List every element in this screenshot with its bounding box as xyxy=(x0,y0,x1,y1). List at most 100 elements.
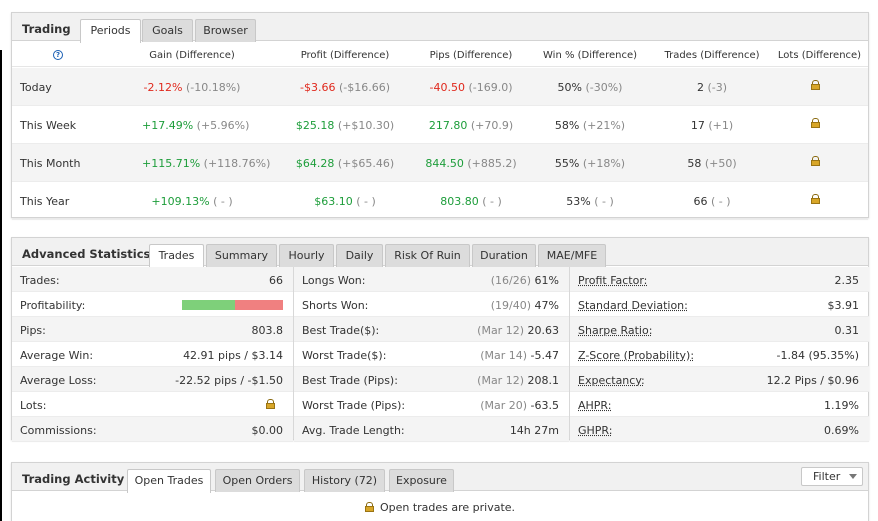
stat-row: Best Trade (Pips): (Mar 12) 208.1 xyxy=(294,367,569,392)
stat-value: $3.91 xyxy=(827,299,860,312)
win-difference: (+18%) xyxy=(582,157,626,170)
profitability-win xyxy=(182,300,235,310)
stat-row: Avg. Trade Length: 14h 27m xyxy=(294,417,569,442)
stat-row: Best Trade($): (Mar 12) 20.63 xyxy=(294,317,569,342)
profit-cell: $25.18 (+$10.30) xyxy=(295,119,395,132)
stat-detail: (Mar 14) xyxy=(480,349,528,362)
trades-cell: 17 (+1) xyxy=(657,119,767,132)
private-message: Open trades are private. xyxy=(379,501,516,514)
pips-difference: (-169.0) xyxy=(468,81,513,94)
lock-icon xyxy=(266,399,275,409)
profit-value: -$3.66 xyxy=(299,81,336,94)
period-row: This Month +115.71% (+118.76%) $64.28 (+$6… xyxy=(12,144,868,182)
stat-value-wrap: (Mar 20) -63.5 xyxy=(480,399,559,412)
tab-history[interactable]: History (72) xyxy=(304,469,385,492)
stat-row: Trades: 66 xyxy=(12,267,293,292)
tab-risk-of-ruin[interactable]: Risk Of Ruin xyxy=(385,244,470,267)
stat-label: GHPR: xyxy=(578,424,613,437)
pips-cell: 217.80 (+70.9) xyxy=(421,119,521,132)
period-label: This Week xyxy=(20,119,77,132)
gain-value: +115.71% xyxy=(142,157,201,170)
profit-cell: -$3.66 (-$16.66) xyxy=(295,81,395,94)
trades-value: 58 xyxy=(687,157,702,170)
stat-row: Worst Trade (Pips): (Mar 20) -63.5 xyxy=(294,392,569,417)
trading-activity-panel: Trading Activity Open Trades Open Orders… xyxy=(11,462,869,521)
stat-value-wrap: (Mar 12) 208.1 xyxy=(477,374,559,387)
gain-cell: +109.13% ( - ) xyxy=(142,195,242,208)
tab-exposure[interactable]: Exposure xyxy=(389,469,454,492)
tab-mae-mfe[interactable]: MAE/MFE xyxy=(538,244,606,267)
tab-hourly[interactable]: Hourly xyxy=(279,244,334,267)
win-cell: 50% (-30%) xyxy=(535,81,645,94)
pips-difference: (+70.9) xyxy=(470,119,514,132)
column-divider xyxy=(569,267,570,439)
stat-row: Standard Deviation: $3.91 xyxy=(570,292,869,317)
stat-detail: (16/26) xyxy=(490,274,532,287)
tab-daily[interactable]: Daily xyxy=(336,244,383,267)
pips-difference: ( - ) xyxy=(482,195,502,208)
stat-label: Longs Won: xyxy=(302,274,366,287)
gain-value: +17.49% xyxy=(142,119,194,132)
column-divider xyxy=(293,267,294,439)
pips-value: 217.80 xyxy=(428,119,468,132)
gain-difference: ( - ) xyxy=(213,195,233,208)
tab-goals[interactable]: Goals xyxy=(142,19,193,42)
stat-row: Longs Won: (16/26) 61% xyxy=(294,267,569,292)
gain-cell: +115.71% (+118.76%) xyxy=(142,157,270,170)
trades-value: 17 xyxy=(690,119,705,132)
gain-difference: (+118.76%) xyxy=(203,157,271,170)
lock-icon xyxy=(364,502,374,512)
tab-trades[interactable]: Trades xyxy=(149,244,204,268)
stat-label: Average Loss: xyxy=(20,374,97,387)
pips-cell: 803.80 ( - ) xyxy=(421,195,521,208)
pips-cell: -40.50 (-169.0) xyxy=(421,81,521,94)
tab-summary[interactable]: Summary xyxy=(206,244,277,267)
stat-value: 14h 27m xyxy=(509,424,559,437)
tab-periods[interactable]: Periods xyxy=(80,19,141,43)
gain-value: +109.13% xyxy=(151,195,210,208)
trading-activity-header: Trading Activity Open Trades Open Orders… xyxy=(12,463,868,493)
stat-value: -63.5 xyxy=(530,399,559,412)
trades-value: 2 xyxy=(696,81,704,94)
tab-duration[interactable]: Duration xyxy=(472,244,536,267)
stats-column-3: Profit Factor: 2.35 Standard Deviation: $3.… xyxy=(570,267,869,442)
filter-label: Filter xyxy=(813,470,841,483)
panel-title: Trading xyxy=(22,22,71,36)
tab-open-trades[interactable]: Open Trades xyxy=(127,469,211,493)
trading-panel: Trading Periods Goals Browser ? Gain (Di… xyxy=(11,12,869,220)
period-label: This Month xyxy=(20,157,81,170)
trades-difference: ( - ) xyxy=(710,195,731,208)
stats-column-1: Trades: 66 Profitability: Pips: 803.8 Average… xyxy=(12,267,293,442)
stat-row: Profitability: xyxy=(12,292,293,317)
win-difference: ( - ) xyxy=(594,195,614,208)
lock-icon xyxy=(811,118,820,128)
period-row: This Year +109.13% ( - ) $63.10 ( - ) 803.8… xyxy=(12,182,868,220)
stat-label: Worst Trade (Pips): xyxy=(302,399,406,412)
gain-cell: +17.49% (+5.96%) xyxy=(142,119,249,132)
private-notice: Open trades are private. xyxy=(12,501,868,514)
stat-row: AHPR: 1.19% xyxy=(570,392,869,417)
win-value: 58% xyxy=(554,119,580,132)
panel-title: Advanced Statistics xyxy=(22,247,151,261)
stat-value: 42.91 pips / $3.14 xyxy=(183,349,283,362)
stat-row: Pips: 803.8 xyxy=(12,317,293,342)
stat-label: Average Win: xyxy=(20,349,94,362)
win-cell: 58% (+21%) xyxy=(535,119,645,132)
tab-browser[interactable]: Browser xyxy=(195,19,256,42)
period-row: This Week +17.49% (+5.96%) $25.18 (+$10.30… xyxy=(12,106,868,144)
pips-value: -40.50 xyxy=(429,81,465,94)
tab-open-orders[interactable]: Open Orders xyxy=(215,469,300,492)
profit-value: $64.28 xyxy=(295,157,335,170)
lock-icon xyxy=(811,156,820,166)
stat-value: 0.69% xyxy=(824,424,859,437)
profit-difference: (+$10.30) xyxy=(337,119,395,132)
help-icon[interactable]: ? xyxy=(53,50,63,60)
stat-value: 12.2 Pips / $0.96 xyxy=(766,374,859,387)
pips-cell: 844.50 (+885.2) xyxy=(421,157,521,170)
profit-cell: $63.10 ( - ) xyxy=(295,195,395,208)
pips-difference: (+885.2) xyxy=(467,157,517,170)
stat-label: Best Trade($): xyxy=(302,324,380,337)
stat-detail: (Mar 12) xyxy=(477,324,524,337)
filter-dropdown[interactable]: Filter xyxy=(801,467,863,486)
stat-row: Profit Factor: 2.35 xyxy=(570,267,869,292)
